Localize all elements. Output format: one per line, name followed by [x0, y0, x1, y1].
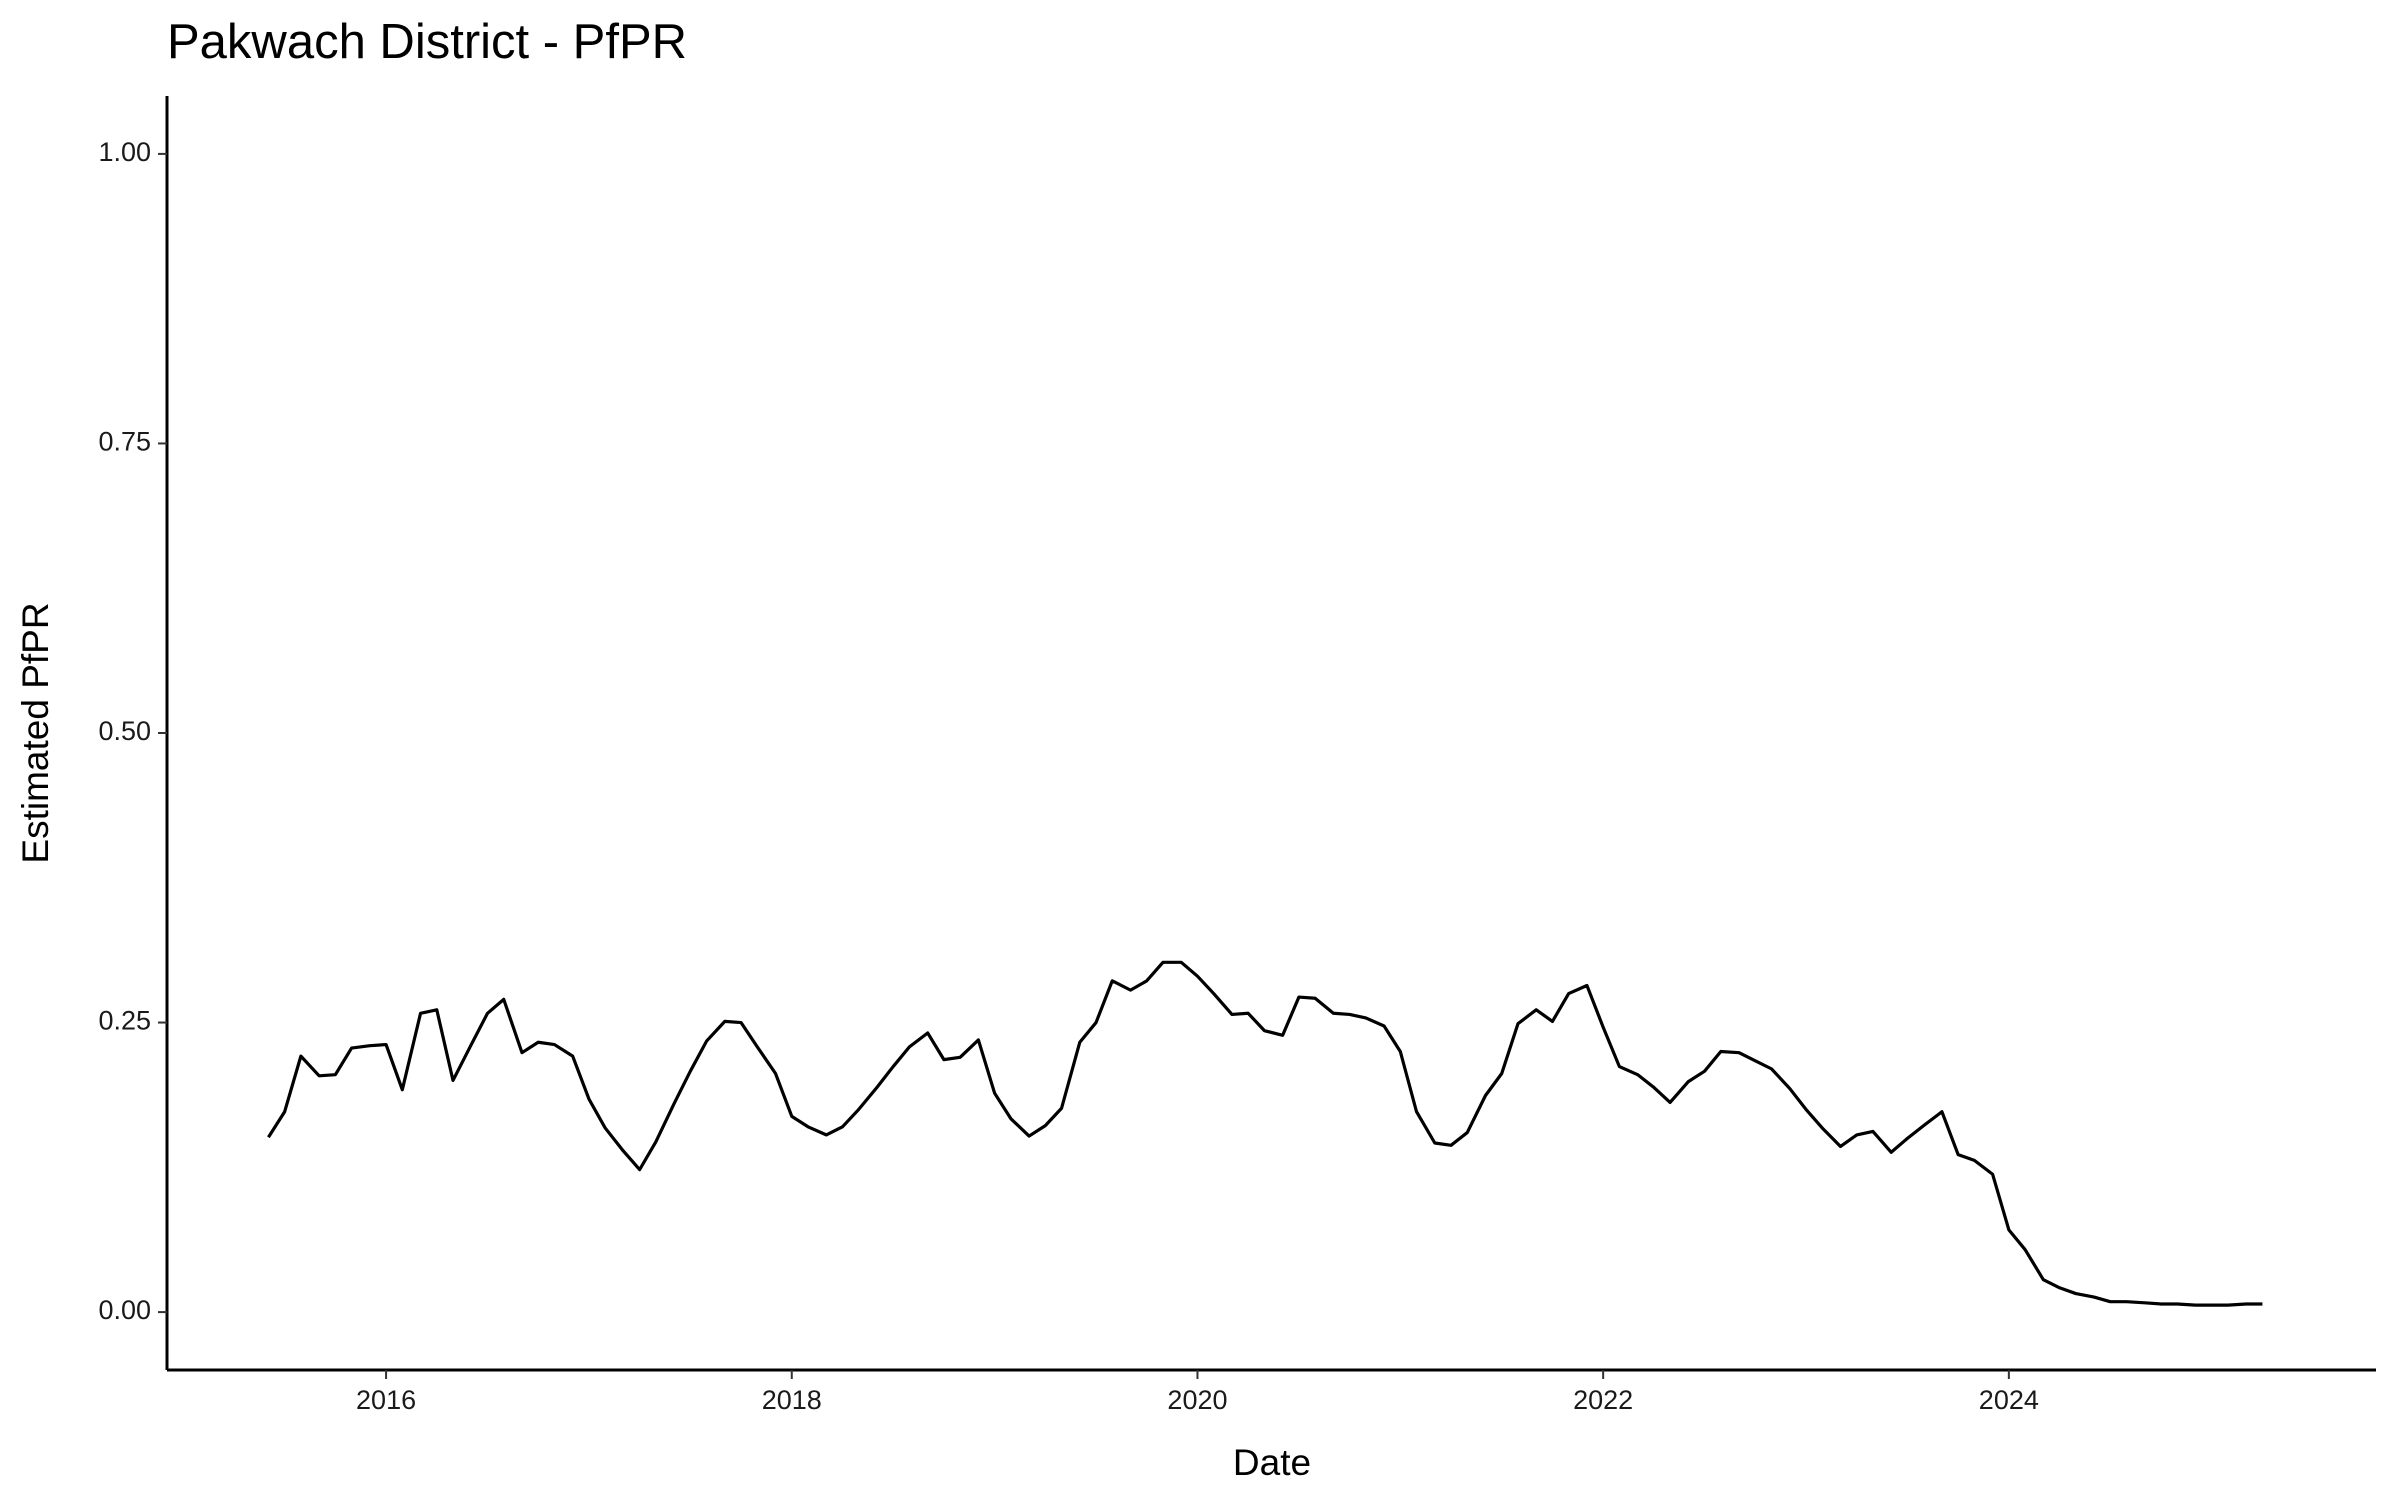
chart-title: Pakwach District - PfPR [167, 15, 687, 69]
x-tick-label: 2020 [1167, 1385, 1227, 1415]
y-tick-label: 0.75 [98, 427, 151, 457]
y-tick-label: 0.00 [98, 1295, 151, 1325]
x-tick-label: 2024 [1979, 1385, 2039, 1415]
y-tick-label: 0.50 [98, 716, 151, 746]
y-tick-label: 1.00 [98, 137, 151, 167]
x-tick-label: 2022 [1573, 1385, 1633, 1415]
x-axis-title: Date [1233, 1442, 1311, 1483]
data-line [267, 960, 2263, 1307]
x-tick-label: 2016 [356, 1385, 416, 1415]
y-tick-label: 0.25 [98, 1006, 151, 1036]
y-axis-title: Estimated PfPR [15, 602, 56, 863]
x-tick-label: 2018 [762, 1385, 822, 1415]
